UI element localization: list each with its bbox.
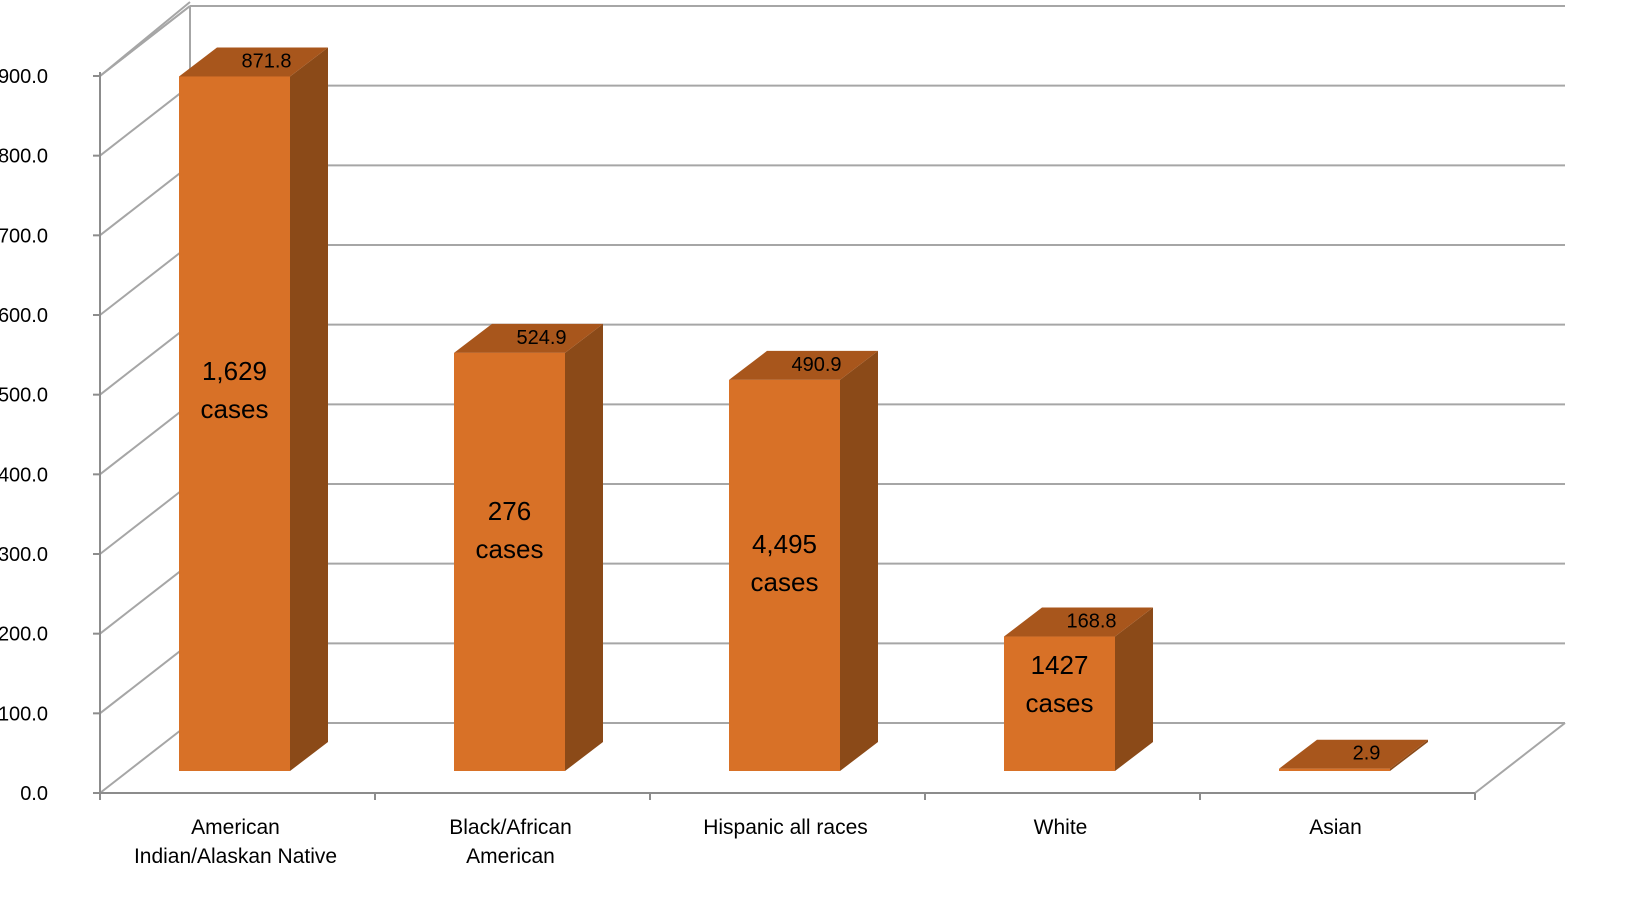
bar-side: [840, 350, 878, 771]
case-count-label: cases: [201, 394, 269, 424]
side-wall-gridline: [99, 323, 191, 396]
bar: [729, 350, 878, 771]
x-category-label: Asian: [1309, 816, 1362, 839]
y-tick-label: 400.0: [0, 464, 48, 486]
side-wall-gridline: [99, 642, 191, 715]
case-count-label: cases: [1026, 688, 1094, 718]
x-category-label: Black/African: [449, 816, 572, 839]
x-category-label: American: [466, 845, 555, 868]
value-label: 2.9: [1353, 743, 1381, 765]
bar-side: [565, 323, 603, 771]
case-count-label: 1427: [1031, 650, 1089, 680]
y-tick-label: 700.0: [0, 225, 48, 247]
floor-edge: [1474, 722, 1566, 794]
bar-side: [1115, 607, 1153, 771]
side-wall-gridline: [99, 403, 191, 476]
y-tick-label: 600.0: [0, 305, 48, 327]
value-label: 490.9: [791, 354, 841, 376]
y-tick-label: 300.0: [0, 544, 48, 566]
bar-top: [1004, 607, 1153, 637]
bar-top: [729, 350, 878, 380]
y-tick-label: 0.0: [20, 783, 48, 805]
bar: [1279, 739, 1428, 771]
bar-front: [454, 352, 565, 771]
bar-front: [179, 76, 290, 771]
x-category-label: American: [191, 816, 280, 839]
y-tick-label: 500.0: [0, 385, 48, 407]
side-wall-top: [99, 1, 191, 77]
y-tick-label: 800.0: [0, 146, 48, 168]
x-category-label: White: [1034, 816, 1088, 839]
bar: [179, 47, 328, 771]
case-count-label: 1,629: [202, 356, 267, 386]
value-label: 871.8: [241, 50, 291, 72]
bar-top: [1279, 739, 1428, 769]
side-wall-gridline: [99, 164, 191, 237]
bar-side: [290, 47, 328, 771]
value-label: 168.8: [1066, 611, 1116, 633]
case-count-label: 276: [488, 496, 531, 526]
side-wall-gridline: [99, 562, 191, 635]
bar-front: [729, 379, 840, 771]
case-count-label: cases: [476, 534, 544, 564]
x-category-label: Hispanic all races: [703, 816, 868, 839]
bar: [1004, 607, 1153, 771]
bar-front: [1279, 768, 1390, 771]
side-wall-gridline: [99, 84, 191, 157]
x-category-label: Indian/Alaskan Native: [134, 845, 337, 868]
y-tick-label: 200.0: [0, 624, 48, 646]
case-count-label: 4,495: [752, 529, 817, 559]
y-tick-label: 100.0: [0, 703, 48, 725]
y-tick-label: 900.0: [0, 66, 48, 88]
bar-side: [1390, 739, 1428, 771]
side-wall-gridline: [99, 722, 191, 794]
side-wall-gridline: [99, 483, 191, 555]
value-label: 524.9: [516, 327, 566, 349]
side-wall-gridline: [99, 244, 191, 316]
case-count-label: cases: [751, 567, 819, 597]
bar: [454, 323, 603, 771]
bar-top: [454, 323, 603, 353]
bar-top: [179, 47, 328, 77]
bar-front: [1004, 636, 1115, 771]
